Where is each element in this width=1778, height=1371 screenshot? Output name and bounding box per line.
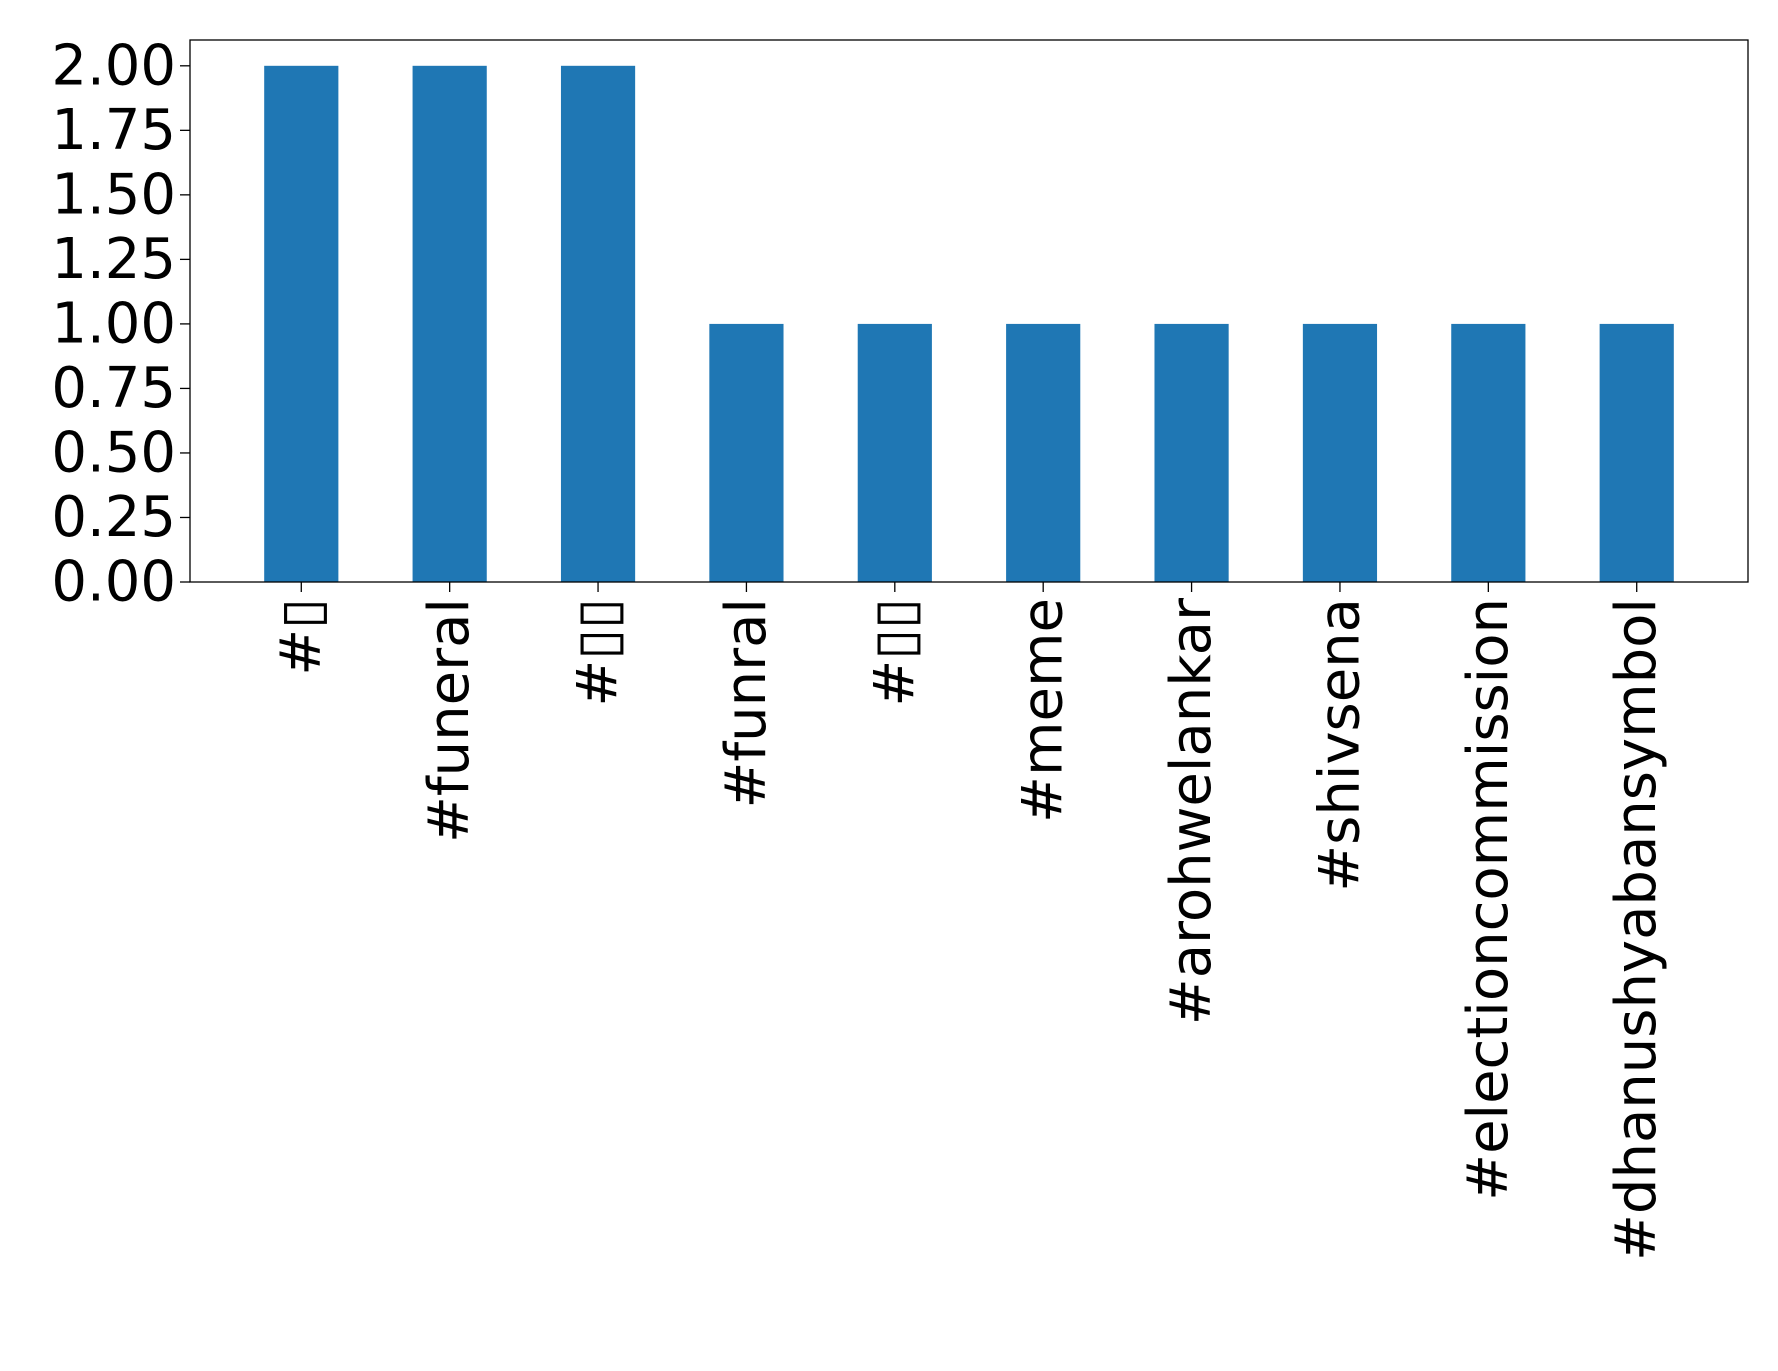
y-axis: 0.000.250.500.751.001.251.501.752.00: [51, 33, 190, 615]
y-tick-label-5: 1.25: [51, 227, 176, 292]
bars-layer: [264, 65, 1674, 583]
plot-frame: [189, 39, 1749, 583]
x-tick-label-0: #▯: [269, 598, 334, 676]
x-tick-label-5: #meme: [1011, 598, 1076, 823]
x-tick-label-8: #electioncommission: [1456, 598, 1521, 1201]
y-tick-label-4: 1.00: [51, 291, 176, 356]
bar-3: [709, 323, 784, 582]
y-tick-label-8: 2.00: [51, 33, 176, 98]
x-tick-label-1: #funeral: [417, 598, 482, 843]
bar-1: [412, 65, 487, 583]
x-axis: #▯ #funeral #▯▯ #funral #▯▯ #meme #arohwelanka…: [269, 582, 1669, 1261]
y-tick-label-7: 1.75: [51, 98, 176, 163]
bar-7: [1302, 323, 1378, 582]
y-tick-label-1: 0.25: [51, 485, 176, 550]
x-tick-label-9: #dhanushyabansymbol: [1604, 598, 1669, 1261]
x-tick-label-3: #funral: [714, 598, 779, 809]
bar-9: [1599, 323, 1674, 582]
bar-5: [1006, 323, 1081, 582]
bar-0: [264, 65, 339, 583]
y-tick-label-0: 0.00: [51, 550, 176, 615]
x-tick-label-6: #arohwelankar: [1159, 597, 1224, 1025]
y-tick-label-6: 1.50: [51, 162, 176, 227]
x-tick-label-2: #▯▯: [566, 598, 631, 707]
y-tick-label-2: 0.50: [51, 420, 176, 485]
bar-2: [560, 65, 636, 583]
bar-4: [857, 323, 932, 582]
x-tick-label-4: #▯▯: [862, 598, 927, 707]
y-tick-label-3: 0.75: [51, 356, 176, 421]
bar-6: [1154, 323, 1229, 582]
x-tick-label-7: #shivsena: [1307, 598, 1372, 892]
bar-8: [1451, 323, 1526, 582]
